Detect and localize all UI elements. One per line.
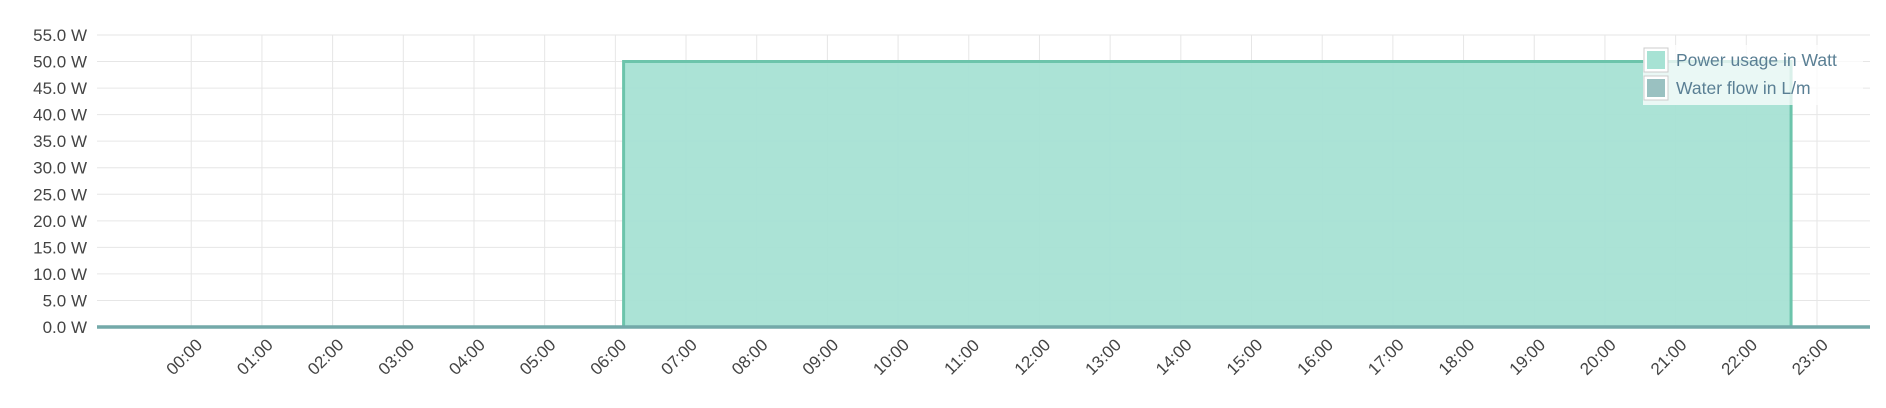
x-tick-label: 18:00 xyxy=(1435,335,1479,379)
x-tick-label: 23:00 xyxy=(1788,335,1832,379)
x-tick-label: 20:00 xyxy=(1576,335,1620,379)
y-tick-label: 45.0 W xyxy=(33,79,87,98)
x-tick-label: 14:00 xyxy=(1152,335,1196,379)
x-tick-label: 11:00 xyxy=(941,336,984,379)
x-tick-label: 17:00 xyxy=(1364,335,1408,379)
y-axis: 0.0 W 5.0 W 10.0 W 15.0 W 20.0 W 25.0 W 30.0 W… xyxy=(33,26,87,337)
y-tick-label: 20.0 W xyxy=(33,212,87,231)
y-tick-label: 25.0 W xyxy=(33,185,87,204)
legend-label[interactable]: Power usage in Watt xyxy=(1676,50,1837,70)
x-tick-label: 15:00 xyxy=(1223,335,1267,379)
x-tick-label: 22:00 xyxy=(1718,335,1762,379)
x-tick-label: 10:00 xyxy=(869,335,913,379)
legend-swatch[interactable] xyxy=(1647,79,1665,97)
x-tick-label: 08:00 xyxy=(728,335,772,379)
x-tick-label: 13:00 xyxy=(1081,335,1125,379)
y-tick-label: 30.0 W xyxy=(33,159,87,178)
y-tick-label: 35.0 W xyxy=(33,132,87,151)
x-tick-label: 09:00 xyxy=(799,335,843,379)
x-tick-label: 16:00 xyxy=(1294,335,1338,379)
y-tick-label: 5.0 W xyxy=(43,291,87,310)
x-tick-label: 07:00 xyxy=(657,335,701,379)
y-tick-label: 15.0 W xyxy=(33,238,87,257)
x-tick-label: 01:00 xyxy=(233,335,277,379)
x-tick-label: 21:00 xyxy=(1647,335,1691,379)
legend-background xyxy=(1643,45,1863,105)
legend-swatch[interactable] xyxy=(1647,51,1665,69)
x-tick-label: 04:00 xyxy=(445,335,489,379)
chart-series xyxy=(97,60,1870,329)
x-axis: 00:00 01:00 02:00 03:00 04:00 05:00 06:00 07:00… xyxy=(163,335,1832,379)
x-tick-label: 00:00 xyxy=(163,335,207,379)
chart-legend[interactable]: Power usage in Watt Water flow in L/m xyxy=(1643,45,1863,105)
x-tick-label: 02:00 xyxy=(304,335,348,379)
x-tick-label: 06:00 xyxy=(587,335,631,379)
x-tick-label: 19:00 xyxy=(1506,335,1550,379)
y-tick-label: 55.0 W xyxy=(33,26,87,45)
series-area-0 xyxy=(97,61,1870,327)
y-tick-label: 10.0 W xyxy=(33,265,87,284)
y-tick-label: 50.0 W xyxy=(33,53,87,72)
x-tick-label: 03:00 xyxy=(375,335,419,379)
y-tick-label: 40.0 W xyxy=(33,106,87,125)
x-tick-label: 05:00 xyxy=(516,335,560,379)
y-tick-label: 0.0 W xyxy=(43,318,87,337)
x-tick-label: 12:00 xyxy=(1011,335,1055,379)
legend-label[interactable]: Water flow in L/m xyxy=(1676,78,1811,98)
